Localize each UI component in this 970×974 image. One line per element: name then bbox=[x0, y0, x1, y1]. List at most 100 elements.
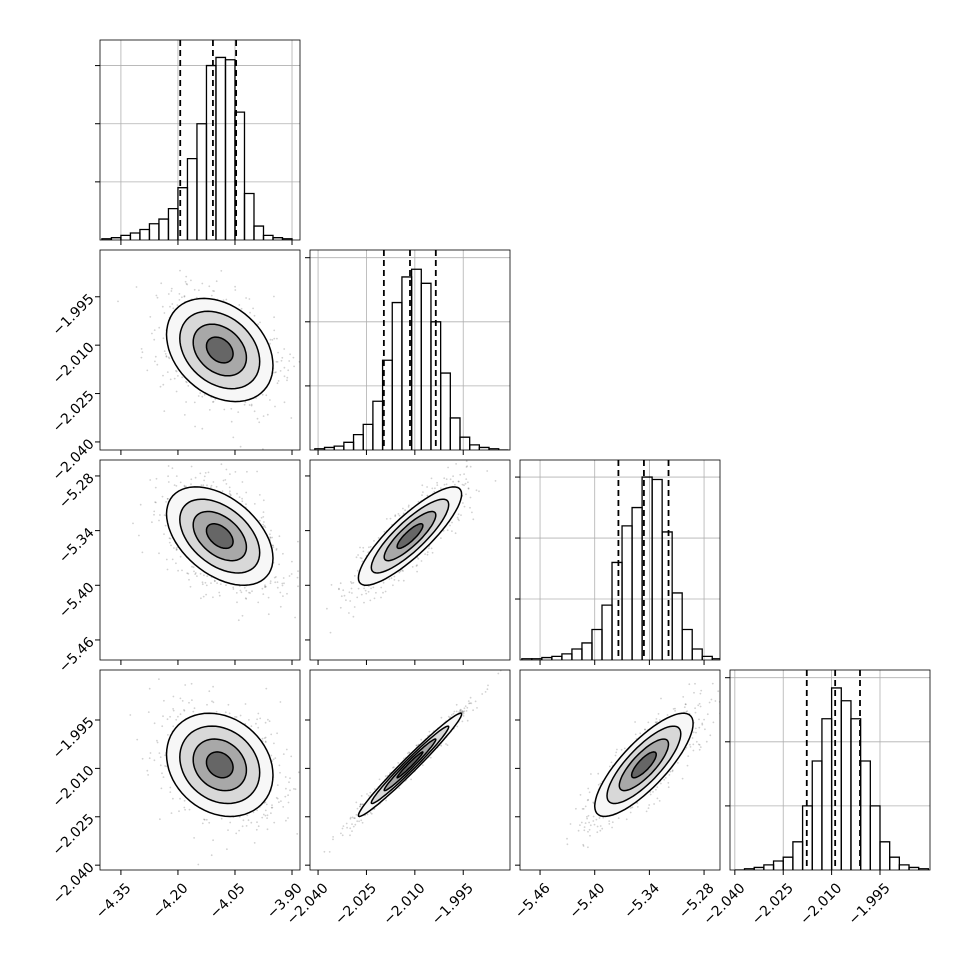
scatter-point bbox=[234, 286, 236, 288]
scatter-point bbox=[241, 498, 243, 500]
scatter-point bbox=[398, 787, 400, 789]
scatter-point bbox=[274, 757, 276, 759]
scatter-point bbox=[163, 337, 165, 339]
scatter-point bbox=[238, 619, 240, 621]
scatter-point bbox=[384, 531, 386, 533]
scatter-point bbox=[276, 549, 278, 551]
scatter-point bbox=[166, 356, 168, 358]
scatter-point bbox=[360, 557, 362, 559]
scatter-point bbox=[223, 480, 225, 482]
scatter-point bbox=[181, 296, 183, 298]
scatter-point bbox=[197, 864, 199, 866]
scatter-point bbox=[689, 744, 691, 746]
scatter-point bbox=[587, 831, 589, 833]
histogram-bin bbox=[130, 233, 140, 240]
scatter-point bbox=[611, 827, 613, 829]
scatter-point bbox=[338, 588, 340, 590]
scatter-point bbox=[340, 582, 342, 584]
scatter-point bbox=[280, 606, 282, 608]
scatter-point bbox=[361, 594, 363, 596]
scatter-point bbox=[428, 547, 430, 549]
histogram-bin bbox=[652, 480, 662, 660]
scatter-point bbox=[178, 810, 180, 812]
scatter-point bbox=[148, 711, 150, 713]
scatter-point bbox=[609, 766, 611, 768]
scatter-point bbox=[163, 776, 165, 778]
scatter-point bbox=[141, 348, 143, 350]
histogram-bin bbox=[672, 593, 682, 660]
scatter-point bbox=[586, 816, 588, 818]
scatter-point bbox=[366, 793, 368, 795]
scatter-point bbox=[162, 496, 164, 498]
scatter-point bbox=[216, 280, 218, 282]
scatter-point bbox=[166, 559, 168, 561]
scatter-point bbox=[168, 357, 170, 359]
scatter-point bbox=[357, 808, 359, 810]
scatter-point bbox=[416, 571, 418, 573]
scatter-point bbox=[248, 819, 250, 821]
scatter-point bbox=[204, 394, 206, 396]
scatter-point bbox=[169, 306, 171, 308]
scatter-point bbox=[229, 490, 231, 492]
scatter-point bbox=[418, 501, 420, 503]
scatter-point bbox=[416, 745, 418, 747]
scatter-point bbox=[403, 580, 405, 582]
scatter-point bbox=[165, 525, 167, 527]
scatter-point bbox=[203, 596, 205, 598]
scatter-point bbox=[313, 378, 315, 380]
scatter-point bbox=[223, 299, 225, 301]
scatter-point bbox=[147, 774, 149, 776]
scatter-point bbox=[190, 478, 192, 480]
scatter-point bbox=[211, 854, 213, 856]
scatter-point bbox=[452, 481, 454, 483]
scatter-point bbox=[176, 391, 178, 393]
scatter-point bbox=[268, 613, 270, 615]
scatter-point bbox=[378, 537, 380, 539]
scatter-point bbox=[236, 592, 238, 594]
scatter-point bbox=[161, 725, 163, 727]
scatter-point bbox=[280, 800, 282, 802]
scatter-point bbox=[254, 842, 256, 844]
scatter-point bbox=[200, 573, 202, 575]
scatter-point bbox=[262, 524, 264, 526]
scatter-point bbox=[184, 684, 186, 686]
scatter-point bbox=[203, 480, 205, 482]
scatter-point bbox=[275, 576, 277, 578]
scatter-point bbox=[219, 595, 221, 597]
scatter-point bbox=[279, 592, 281, 594]
scatter-point bbox=[354, 606, 356, 608]
scatter-point bbox=[266, 817, 268, 819]
scatter-point bbox=[373, 540, 375, 542]
scatter-point bbox=[472, 709, 474, 711]
scatter-point bbox=[273, 743, 275, 745]
scatter-point bbox=[385, 775, 387, 777]
scatter-point bbox=[269, 720, 271, 722]
scatter-point bbox=[446, 483, 448, 485]
scatter-point bbox=[256, 821, 258, 823]
scatter-point bbox=[153, 511, 155, 513]
scatter-point bbox=[154, 722, 156, 724]
scatter-point bbox=[279, 772, 281, 774]
scatter-point bbox=[648, 804, 650, 806]
scatter-point bbox=[282, 595, 284, 597]
scatter-point bbox=[463, 484, 465, 486]
scatter-point bbox=[273, 822, 275, 824]
scatter-point bbox=[349, 591, 351, 593]
scatter-point bbox=[487, 688, 489, 690]
scatter-point bbox=[195, 477, 197, 479]
scatter-point bbox=[416, 565, 418, 567]
density-panel bbox=[566, 683, 724, 849]
scatter-point bbox=[353, 616, 355, 618]
scatter-point bbox=[200, 597, 202, 599]
scatter-point bbox=[256, 471, 258, 473]
scatter-point bbox=[203, 574, 205, 576]
scatter-point bbox=[142, 351, 144, 353]
scatter-point bbox=[129, 714, 131, 716]
scatter-point bbox=[293, 366, 295, 368]
scatter-point bbox=[273, 330, 275, 332]
scatter-point bbox=[467, 720, 469, 722]
scatter-point bbox=[209, 409, 211, 411]
scatter-point bbox=[240, 446, 242, 448]
scatter-point bbox=[444, 484, 446, 486]
